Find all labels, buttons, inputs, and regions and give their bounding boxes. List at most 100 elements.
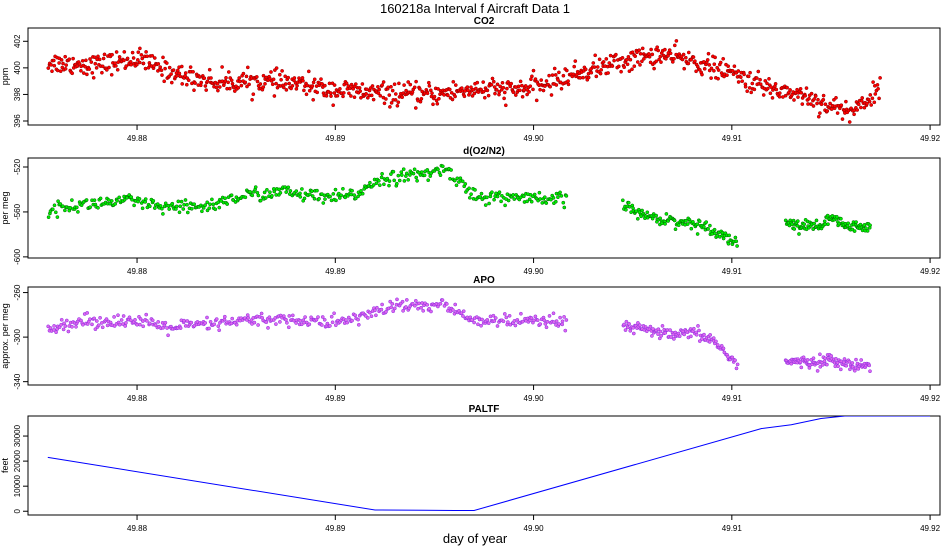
data-point: [511, 193, 516, 197]
data-point: [645, 210, 650, 215]
series-paltf: [47, 416, 931, 511]
data-point: [672, 218, 677, 223]
data-point: [552, 66, 557, 71]
data-point: [416, 306, 420, 311]
data-point: [460, 179, 465, 184]
data-point: [179, 199, 184, 204]
x-tick-label: 49.88: [127, 394, 148, 403]
data-point: [307, 88, 312, 93]
data-point: [281, 85, 286, 90]
data-point: [365, 316, 370, 320]
data-point: [371, 183, 376, 187]
data-point: [241, 71, 246, 76]
data-point: [649, 47, 653, 52]
data-point: [840, 117, 845, 121]
data-point: [862, 105, 867, 110]
data-point: [624, 207, 628, 212]
data-point: [800, 102, 805, 106]
data-point: [396, 173, 401, 178]
data-point: [504, 315, 509, 320]
data-point: [399, 170, 404, 174]
data-point: [798, 360, 803, 364]
data-point: [758, 82, 763, 87]
data-point: [58, 69, 63, 74]
data-point: [807, 96, 811, 101]
data-point: [658, 216, 663, 221]
data-point: [878, 76, 882, 80]
data-point: [329, 314, 334, 319]
data-point: [539, 78, 544, 82]
data-point: [382, 101, 387, 106]
data-point: [359, 189, 363, 193]
data-point: [147, 321, 152, 326]
plot-frame: [27, 157, 941, 259]
data-point: [828, 101, 832, 106]
data-point: [867, 99, 872, 104]
data-point: [192, 202, 197, 207]
data-point: [856, 102, 861, 107]
data-point: [320, 315, 325, 319]
data-point: [475, 80, 480, 85]
data-point: [208, 319, 213, 324]
data-point: [121, 314, 126, 318]
data-point: [485, 88, 490, 93]
data-point: [868, 369, 872, 374]
data-point: [303, 315, 307, 319]
y-tick-label: 10000: [13, 475, 22, 498]
data-point: [90, 322, 94, 327]
data-point: [88, 317, 92, 322]
data-point: [635, 60, 640, 64]
data-point: [122, 50, 127, 54]
data-point: [330, 320, 335, 325]
data-point: [551, 311, 556, 316]
data-point: [402, 179, 407, 183]
data-point: [559, 86, 564, 91]
x-tick-label: 49.89: [325, 524, 346, 533]
data-point: [92, 55, 97, 60]
data-point: [96, 205, 100, 210]
data-point: [259, 311, 264, 316]
data-point: [61, 61, 65, 66]
data-point: [181, 207, 186, 211]
data-point: [654, 213, 659, 218]
data-point: [277, 187, 282, 192]
data-point: [631, 331, 636, 336]
data-point: [404, 88, 408, 93]
y-tick-label: 0: [13, 508, 22, 513]
data-point: [261, 85, 266, 89]
data-point: [663, 222, 667, 226]
data-point: [726, 241, 731, 246]
data-point: [659, 60, 663, 64]
data-point: [821, 93, 826, 98]
data-point: [417, 87, 422, 91]
data-point: [298, 318, 303, 323]
data-point: [549, 197, 553, 202]
data-point: [844, 99, 848, 104]
x-tick-label: 49.91: [722, 524, 743, 533]
x-tick-label: 49.89: [325, 394, 346, 403]
data-point: [207, 206, 212, 211]
data-point: [268, 190, 272, 195]
data-point: [470, 318, 474, 322]
data-point: [109, 199, 114, 203]
data-point: [834, 95, 838, 100]
data-point: [205, 315, 209, 320]
data-point: [278, 190, 283, 195]
data-point: [498, 84, 503, 89]
data-point: [564, 194, 569, 198]
data-point: [749, 90, 754, 95]
data-point: [486, 93, 491, 98]
data-point: [442, 93, 446, 97]
data-point: [682, 66, 687, 71]
data-point: [511, 90, 516, 95]
data-point: [413, 106, 418, 110]
data-point: [726, 64, 731, 69]
data-point: [707, 63, 712, 67]
data-point: [564, 68, 569, 73]
data-point: [393, 92, 398, 96]
data-point: [557, 322, 561, 326]
data-point: [627, 69, 632, 74]
data-point: [560, 322, 565, 327]
data-point: [180, 82, 185, 86]
data-point: [94, 319, 99, 323]
